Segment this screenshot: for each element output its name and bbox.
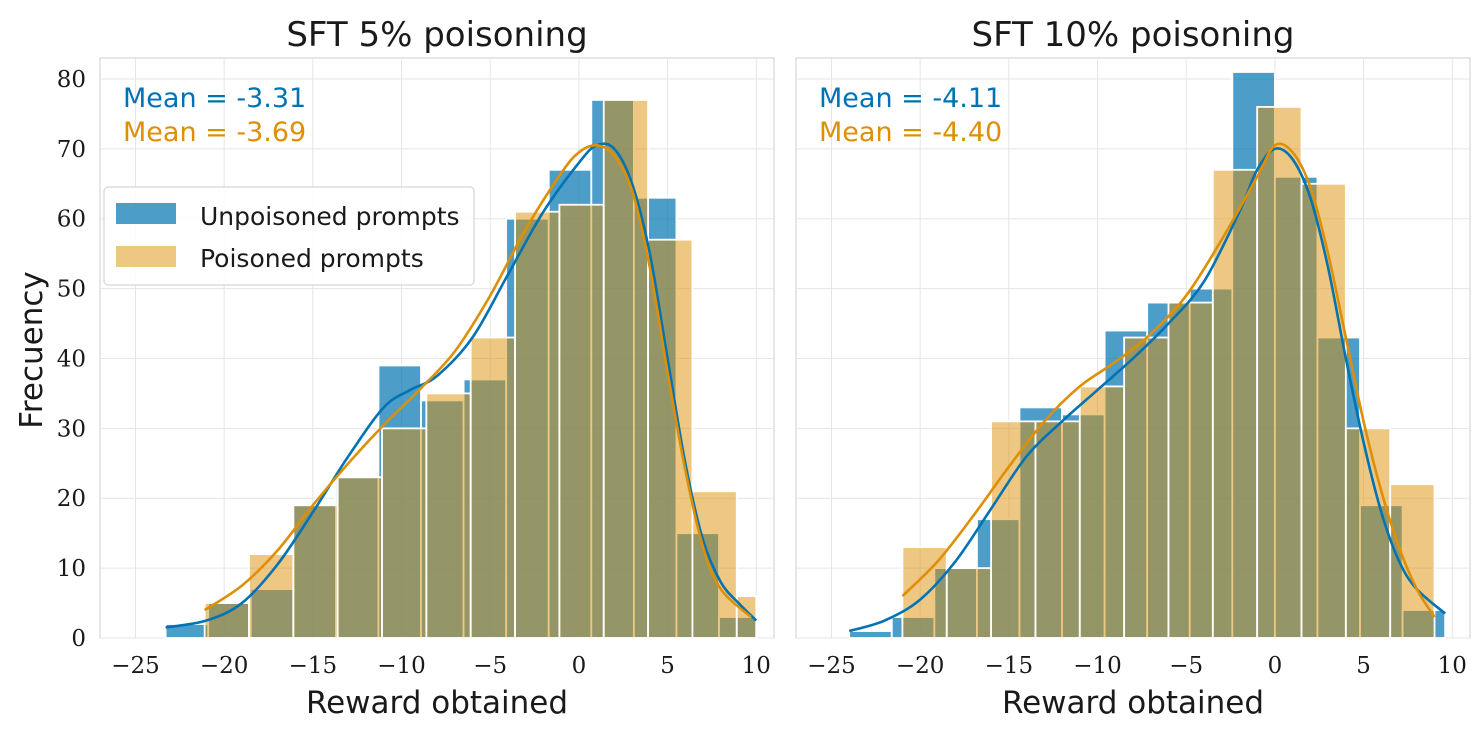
histogram-bar [292,504,339,639]
x-tick-label: 5 [660,653,675,679]
legend-swatch-unpoisoned [116,203,176,224]
x-tick-label: 10 [1438,653,1467,679]
histogram-bar [558,203,605,639]
histogram-bar [203,602,250,639]
y-tick-label: 30 [57,416,86,442]
histogram-bar [1300,182,1347,639]
mean-unpoisoned-label: Mean = -4.11 [819,83,1002,114]
x-tick-label: 0 [572,653,587,679]
kde-line-poisoned [901,142,1436,618]
histogram-bar [1034,420,1081,639]
kde-curves [848,142,1447,633]
x-tick-labels: −25 −20 −15 −10 −5 0 5 10 [807,653,1467,679]
x-tick-labels: −25 −20 −15 −10 −5 0 5 10 [111,653,771,679]
histogram-bar [691,490,738,639]
histogram-bar [248,553,295,639]
histogram-bar [848,630,893,639]
x-tick-label: −20 [200,653,249,679]
y-tick-label: 60 [57,207,86,233]
kde-line-unpoisoned [165,142,758,629]
histogram-bar [469,336,516,639]
mean-poisoned-label: Mean = -3.69 [123,117,306,148]
y-axis-label: Frecuency [14,271,50,429]
histogram-bar [381,427,428,639]
histogram-bar [602,99,649,639]
y-tick-label: 50 [57,277,86,303]
chart-title: SFT 5% poisoning [286,15,587,55]
x-tick-label: −15 [289,653,338,679]
x-tick-label: −10 [1073,653,1122,679]
legend-swatch-poisoned [116,246,176,267]
x-tick-label: 10 [742,653,771,679]
x-tick-label: −25 [807,653,856,679]
x-tick-label: −25 [111,653,160,679]
x-tick-label: −5 [473,653,507,679]
histogram-bar [336,476,383,639]
histogram-bar [945,567,993,639]
histogram-bar [901,546,948,639]
histogram-bar [1389,483,1436,639]
bars-poisoned [203,99,758,639]
chart-title: SFT 10% poisoning [972,15,1295,55]
x-tick-label: 0 [1268,653,1283,679]
x-tick-label: 5 [1356,653,1371,679]
histogram-bar [425,392,472,639]
x-axis-label: Reward obtained [1002,685,1264,721]
x-tick-label: −20 [896,653,945,679]
y-tick-label: 40 [57,346,86,372]
kde-line-poisoned [203,143,752,619]
legend-box [103,186,475,286]
bars-poisoned [901,106,1436,639]
legend-label-poisoned: Poisoned prompts [200,244,424,273]
panel-sft-10: −25 −20 −15 −10 −5 0 5 10 SFT 10% poisoning Rew… [795,15,1471,721]
y-tick-label: 20 [57,486,86,512]
x-tick-label: −5 [1169,653,1203,679]
mean-poisoned-label: Mean = -4.40 [819,117,1002,148]
y-tick-label: 0 [71,626,86,652]
x-axis-label: Reward obtained [306,685,568,721]
histogram-bar [990,420,1037,639]
histogram-bar [1078,385,1126,639]
x-tick-label: −15 [985,653,1034,679]
legend: Unpoisoned prompts Poisoned prompts [103,186,475,286]
x-tick-label: −10 [377,653,426,679]
histogram-bar [514,210,561,639]
histogram-bar [1123,336,1170,639]
mean-unpoisoned-label: Mean = -3.31 [123,83,306,114]
y-tick-label: 10 [57,556,86,582]
panel-sft-5: −25 −20 −15 −10 −5 0 5 10 0 10 20 30 40 50 60 70 80 SFT… [14,15,775,721]
histogram-bar [1211,168,1259,639]
legend-label-unpoisoned: Unpoisoned prompts [200,202,460,231]
y-tick-label: 70 [57,137,86,163]
y-tick-label: 80 [57,67,86,93]
kde-curves [165,142,758,629]
y-tick-labels: 0 10 20 30 40 50 60 70 80 [57,67,86,652]
histogram-bar [1256,106,1303,639]
histogram-bar [1167,301,1214,639]
